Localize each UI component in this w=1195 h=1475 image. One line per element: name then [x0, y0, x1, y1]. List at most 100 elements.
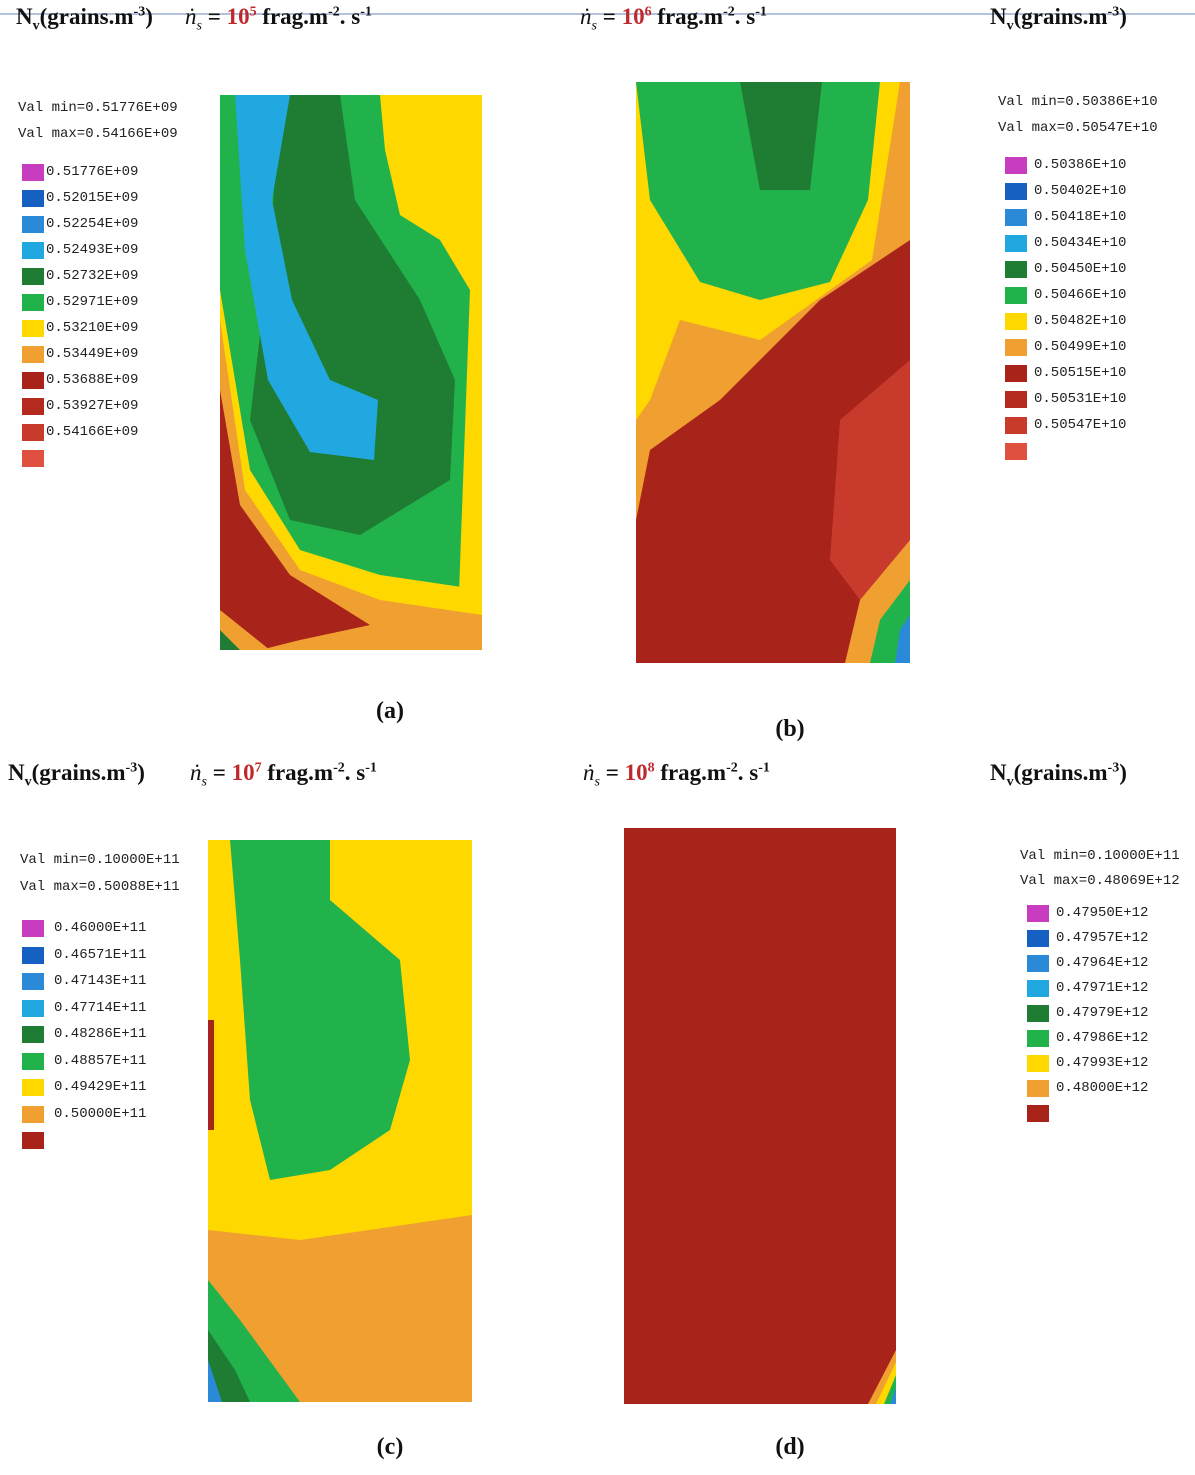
legend-entry: 0.48000E+12: [1056, 1080, 1149, 1096]
legend-entry: 0.50515E+10: [1034, 365, 1127, 381]
legend-entry: 0.49429E+11: [54, 1079, 147, 1095]
label-main: N: [990, 4, 1007, 29]
rate-symbol: ṅ: [580, 4, 592, 29]
label-close: ): [1119, 4, 1127, 29]
label-exp: -3: [1107, 760, 1120, 776]
legend-swatch: [1027, 980, 1049, 997]
legend-entry: 0.52254E+09: [46, 216, 139, 232]
legend-swatch: [22, 1132, 44, 1149]
label-close: ): [137, 760, 145, 785]
legend-swatch: [1027, 905, 1049, 922]
rate-base: 10: [231, 760, 255, 785]
legend-entry: 0.47143E+11: [54, 973, 147, 989]
legend-swatch: [22, 398, 44, 415]
rate-exp: 5: [249, 4, 257, 20]
legend-swatch: [1027, 930, 1049, 947]
rate-title: ṅs = 107 frag.m-2. s-1: [190, 760, 377, 791]
panel-caption: (d): [775, 1434, 805, 1460]
val-max: Val max=0.50547E+10: [998, 120, 1158, 136]
rate-eq: =: [207, 4, 221, 29]
legend-entry: 0.53927E+09: [46, 398, 139, 414]
legend-swatch: [1027, 1080, 1049, 1097]
legend-entry: 0.53688E+09: [46, 372, 139, 388]
legend-swatch: [1027, 1105, 1049, 1122]
legend-swatch: [22, 920, 44, 937]
legend-swatch: [22, 424, 44, 441]
legend-swatch: [22, 190, 44, 207]
legend-swatch: [1027, 955, 1049, 972]
panel-caption: (a): [376, 698, 404, 724]
rate-symbol: ṅ: [583, 760, 595, 785]
rate-base: 10: [621, 4, 645, 29]
legend-swatch: [22, 320, 44, 337]
legend-swatch: [1005, 443, 1027, 460]
rate-unit: frag.m: [262, 4, 329, 29]
legend-swatch: [1005, 261, 1027, 278]
label-exp: -3: [125, 760, 138, 776]
legend-swatch: [1005, 417, 1027, 434]
legend-entry: 0.50418E+10: [1034, 209, 1127, 225]
val-min: Val min=0.50386E+10: [998, 94, 1158, 110]
legend-swatch: [1005, 339, 1027, 356]
legend-entry: 0.52732E+09: [46, 268, 139, 284]
rate-unit: frag.m: [660, 760, 727, 785]
quantity-label: Nv(grains.m-3): [8, 760, 145, 791]
rate-exp: 7: [254, 760, 262, 776]
label-sub: v: [32, 18, 40, 34]
val-max: Val max=0.48069E+12: [1020, 873, 1180, 889]
quantity-label: Nv(grains.m-3): [16, 4, 153, 35]
label-unit: (grains.m: [1013, 4, 1108, 29]
rate-unit2-exp: -1: [755, 4, 767, 20]
legend-entry: 0.50547E+10: [1034, 417, 1127, 433]
legend-swatch: [22, 1079, 44, 1096]
legend-entry: 0.52493E+09: [46, 242, 139, 258]
panel-caption: (c): [376, 1434, 404, 1460]
legend-swatch: [1005, 365, 1027, 382]
val-max: Val max=0.54166E+09: [18, 126, 178, 142]
val-min: Val min=0.10000E+11: [20, 852, 180, 868]
legend-entry: 0.53449E+09: [46, 346, 139, 362]
legend-entry: 0.48857E+11: [54, 1052, 147, 1069]
legend-entry: 0.47964E+12: [1056, 955, 1149, 971]
legend-entry: 0.50482E+10: [1034, 313, 1127, 329]
val-min: Val min=0.51776E+09: [18, 100, 178, 116]
legend-swatch: [1005, 209, 1027, 226]
legend-swatch: [22, 346, 44, 363]
contour-plot-d: [624, 828, 896, 1404]
rate-unit2-exp: -1: [365, 760, 377, 776]
rate-eq: =: [602, 4, 616, 29]
rate-symbol-sub: s: [201, 774, 207, 790]
legend-swatch: [22, 242, 44, 259]
rate-base: 10: [624, 760, 648, 785]
legend-entry: 0.47714E+11: [54, 999, 147, 1016]
legend-swatch: [22, 268, 44, 285]
legend-swatch: [22, 164, 44, 181]
legend-swatch: [1005, 391, 1027, 408]
legend-swatch: [1027, 1030, 1049, 1047]
legend-entry: 0.50386E+10: [1034, 157, 1127, 173]
rate-unit: frag.m: [657, 4, 724, 29]
rate-symbol-sub: s: [591, 18, 597, 34]
rate-eq: =: [605, 760, 619, 785]
rate-title: ṅs = 105 frag.m-2. s-1: [185, 4, 372, 35]
legend-swatch: [22, 372, 44, 389]
rate-unit2: . s: [339, 4, 361, 29]
legend-entry: 0.46571E+11: [54, 946, 147, 963]
label-close: ): [145, 4, 153, 29]
legend-entry: 0.50531E+10: [1034, 391, 1127, 407]
legend-entry: 0.47986E+12: [1056, 1030, 1149, 1046]
legend-entry: 0.47950E+12: [1056, 905, 1149, 921]
legend-swatch: [22, 216, 44, 233]
rate-unit2: . s: [344, 760, 366, 785]
rate-base: 10: [226, 4, 250, 29]
label-close: ): [1119, 760, 1127, 785]
legend-entry: 0.54166E+09: [46, 424, 139, 440]
val-max: Val max=0.50088E+11: [20, 878, 180, 895]
rate-symbol-sub: s: [196, 18, 202, 34]
legend-swatch: [1027, 1005, 1049, 1022]
quantity-label: Nv(grains.m-3): [990, 760, 1127, 791]
rate-symbol-sub: s: [594, 774, 600, 790]
legend-entry: 0.50499E+10: [1034, 339, 1127, 355]
rate-unit-exp: -2: [723, 4, 735, 20]
